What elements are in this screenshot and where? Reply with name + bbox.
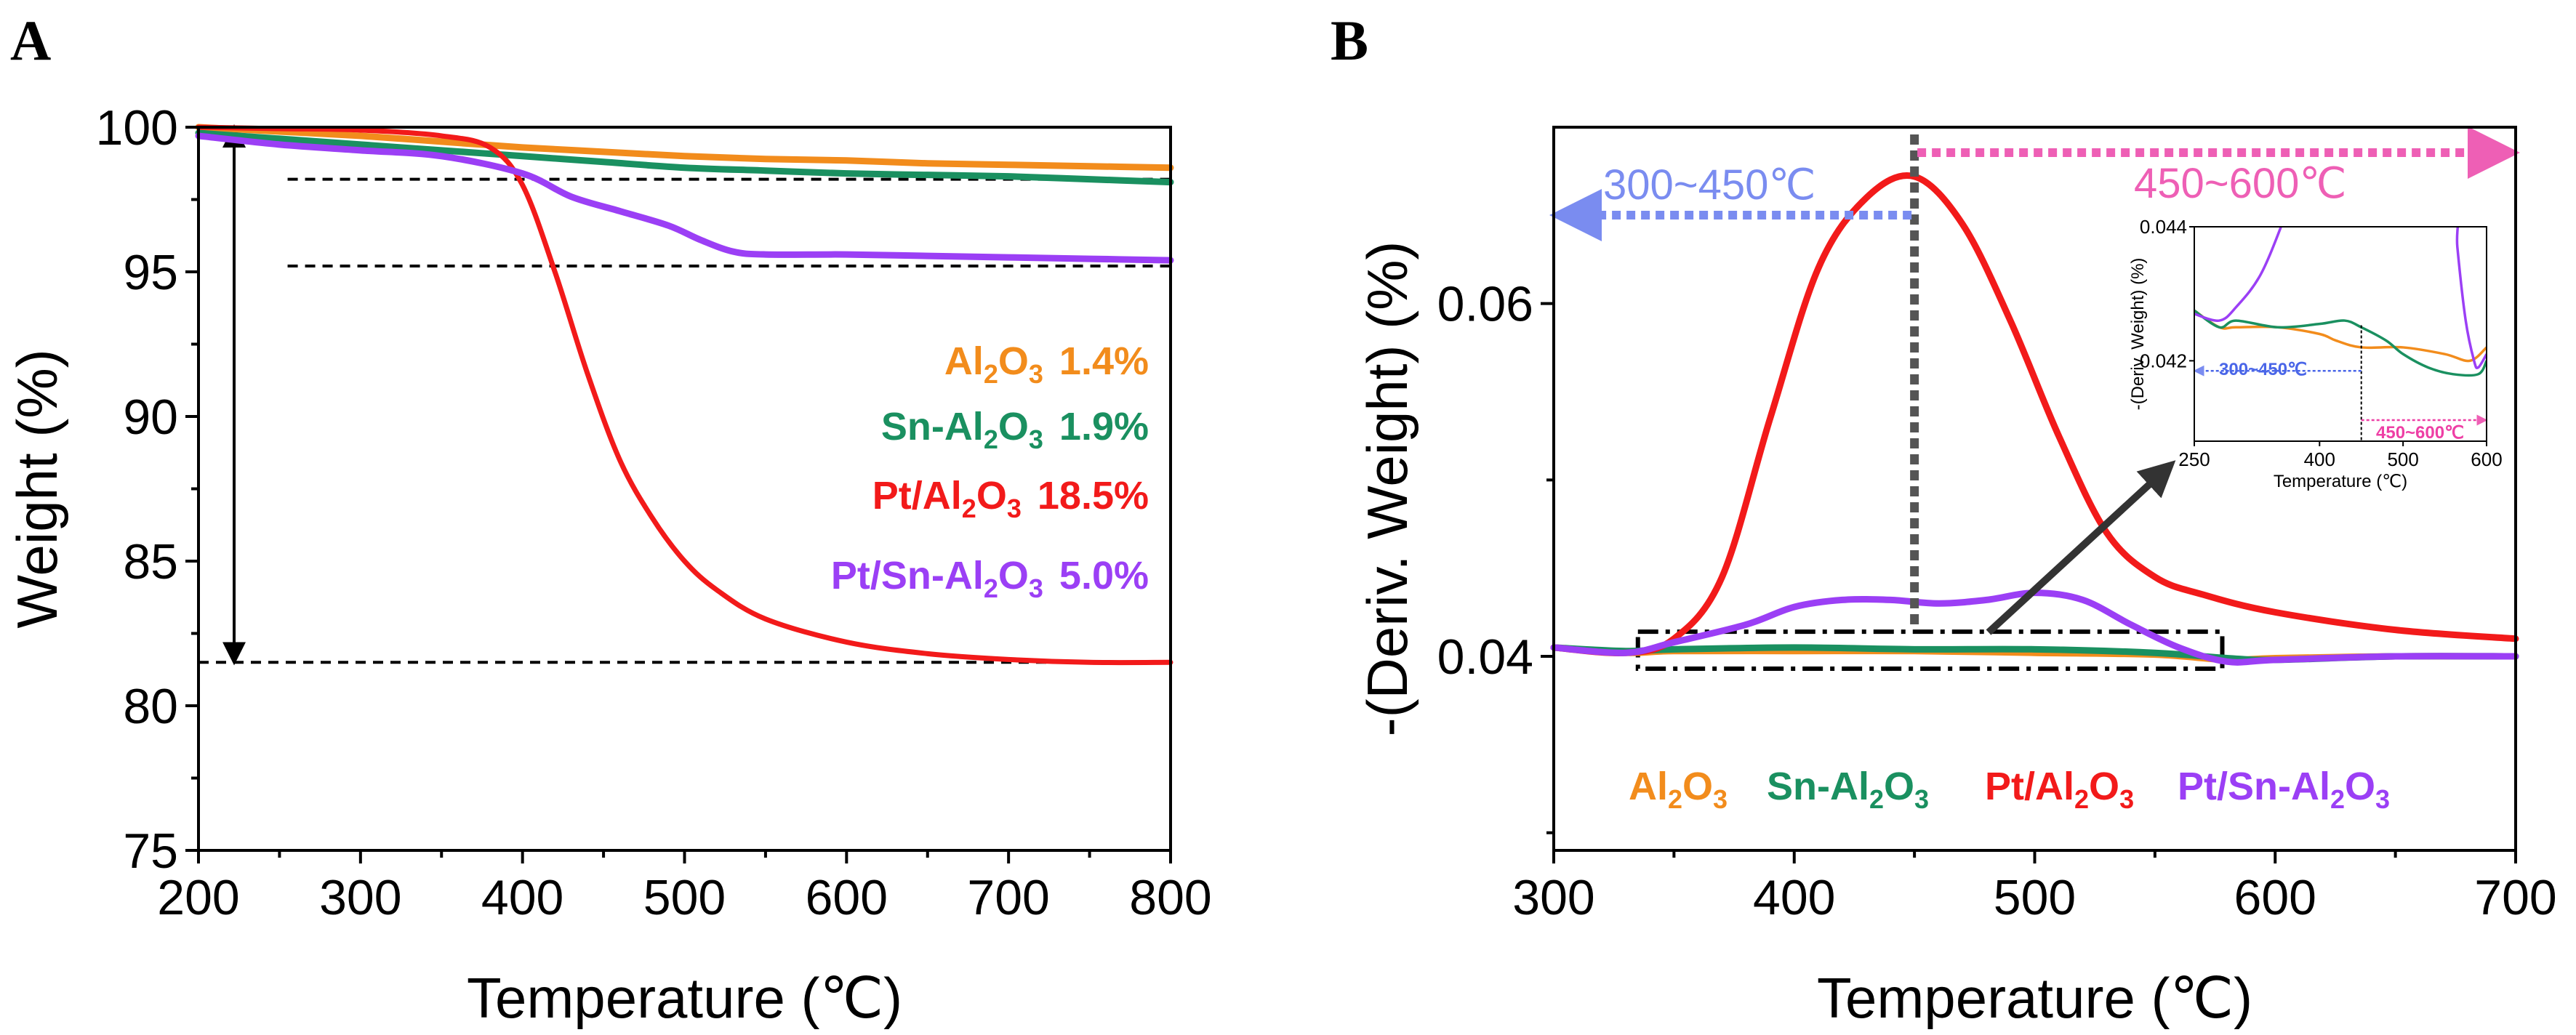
series-line <box>196 124 1173 666</box>
inset-x-axis-title: Temperature (℃) <box>2274 472 2407 491</box>
x-tick-label: 200 <box>157 870 239 925</box>
x-tick-label: 700 <box>967 870 1049 925</box>
legend-subscript: 2 <box>962 494 976 523</box>
y-tick-label: 80 <box>123 679 178 734</box>
legend-entry: Pt/Sn-Al2O3 5.0% <box>831 554 1149 603</box>
legend-subscript: 2 <box>1668 784 1682 814</box>
inset-series-line <box>2194 227 2487 370</box>
series-line <box>195 132 1174 264</box>
chart-panel-b: 300~450℃ 450~600℃ 300 400 500 600 700 0.04 0.06 T… <box>1355 126 2557 1030</box>
x-tick-label: 300 <box>1512 870 1594 925</box>
x-tick-label: 500 <box>1994 870 2076 925</box>
legend-text: Al <box>944 339 984 383</box>
legend-value: 1.9% <box>1059 405 1149 448</box>
legend-text: Pt/Al <box>872 474 962 518</box>
x-tick-label: 400 <box>1753 870 1835 925</box>
series-line <box>1550 589 2519 666</box>
legend-value: 1.4% <box>1059 339 1149 383</box>
legend-text: Pt/Sn-Al <box>2178 765 2330 808</box>
legend-text: O <box>998 339 1029 383</box>
series-line <box>195 124 1174 172</box>
legend-entry: Al2O3 <box>1629 765 1728 814</box>
legend-text: O <box>2345 765 2375 808</box>
y-tick-label: 0.04 <box>1437 629 1533 685</box>
legend-text: O <box>1884 765 1914 808</box>
panel-letter-a: A <box>10 9 51 72</box>
series-line <box>1550 172 2519 657</box>
legend-subscript: 3 <box>1029 424 1043 454</box>
x-tick-label: 800 <box>1129 870 1211 925</box>
legend-entry: Al2O3 1.4% <box>944 339 1149 389</box>
legend-text: O <box>998 554 1029 597</box>
legend-subscript: 2 <box>2074 784 2089 814</box>
inset-chart: 300~450℃ 450~600℃ 250 400 500 600 0.042 0.044 Te… <box>2128 216 2503 491</box>
y-axis-title: -(Deriv. Weight) (%) <box>1355 241 1419 737</box>
inset-right-label: 450~600℃ <box>2376 423 2464 443</box>
legend-subscript: 2 <box>2330 784 2345 814</box>
legend-subscript: 2 <box>1869 784 1884 814</box>
x-tick-label: 600 <box>806 870 888 925</box>
x-axis-title: Temperature (℃) <box>1817 966 2252 1030</box>
legend-subscript: 3 <box>2375 784 2390 814</box>
inset-y-tick-label: 0.044 <box>2140 216 2187 238</box>
legend-entry: Sn-Al2O3 <box>1767 765 1929 814</box>
legend-entry: Pt/Sn-Al2O3 <box>2178 765 2390 814</box>
y-axis-title: Weight (%) <box>5 349 69 628</box>
right-range-label: 450~600℃ <box>2134 160 2347 207</box>
legend-entry: Pt/Al2O3 18.5% <box>872 474 1149 523</box>
legend-entry: Pt/Al2O3 <box>1985 765 2134 814</box>
legend-subscript: 3 <box>1914 784 1929 814</box>
legend-subscript: 3 <box>2119 784 2134 814</box>
legend-subscript: 3 <box>1029 573 1043 603</box>
y-tick-label: 0.06 <box>1437 277 1533 332</box>
legend-subscript: 3 <box>1007 494 1022 523</box>
legend-subscript: 3 <box>1029 359 1043 389</box>
inset-x-tick-label: 500 <box>2387 448 2418 470</box>
inset-series-line <box>2194 309 2487 363</box>
x-tick-label: 700 <box>2474 870 2556 925</box>
legend-text: Sn-Al <box>881 405 984 448</box>
x-tick-label: 500 <box>643 870 726 925</box>
legend-text: Sn-Al <box>1767 765 1869 808</box>
left-range-label: 300~450℃ <box>1603 161 1816 209</box>
panel-letter-b: B <box>1331 9 1368 72</box>
legend-value: 18.5% <box>1038 474 1149 518</box>
legend-text: Pt/Sn-Al <box>831 554 984 597</box>
legend-subscript: 2 <box>984 359 998 389</box>
chart-panel-a: 200 300 400 500 600 700 800 75 80 85 90 95 100 Temper… <box>5 100 1212 1030</box>
y-tick-label: 95 <box>123 245 178 300</box>
inset-frame-bg <box>2194 226 2487 442</box>
legend-text: Al <box>1629 765 1668 808</box>
y-tick-label: 90 <box>123 390 178 445</box>
legend-text: Pt/Al <box>1985 765 2074 808</box>
series-line <box>195 129 1174 186</box>
y-tick-label: 85 <box>123 534 178 589</box>
x-tick-label: 400 <box>481 870 563 925</box>
legend-text: O <box>976 474 1007 518</box>
inset-x-tick-label: 400 <box>2304 448 2335 470</box>
legend-value: 5.0% <box>1059 554 1149 597</box>
inset-y-axis-title: -(Deriv. Weight) (%) <box>2128 258 2148 411</box>
legend-subscript: 2 <box>984 573 998 603</box>
legend-subscript: 2 <box>984 424 998 454</box>
inset-frame <box>2194 226 2487 442</box>
legend-text: O <box>1682 765 1713 808</box>
legend-entry: Sn-Al2O3 1.9% <box>881 405 1149 454</box>
inset-x-tick-label: 600 <box>2471 448 2502 470</box>
y-tick-label: 75 <box>123 823 178 879</box>
legend-text: O <box>998 405 1029 448</box>
legend-subscript: 3 <box>1713 784 1728 814</box>
legend-text: O <box>2089 765 2119 808</box>
x-tick-label: 600 <box>2234 870 2316 925</box>
inset-pointer-arrow <box>1986 460 2176 635</box>
inset-left-label: 300~450℃ <box>2219 360 2307 379</box>
inset-x-tick-label: 250 <box>2178 448 2210 470</box>
x-tick-label: 300 <box>319 870 401 925</box>
x-axis-title: Temperature (℃) <box>467 966 902 1030</box>
y-tick-label: 100 <box>96 100 178 156</box>
inset-y-tick-label: 0.042 <box>2140 350 2187 371</box>
